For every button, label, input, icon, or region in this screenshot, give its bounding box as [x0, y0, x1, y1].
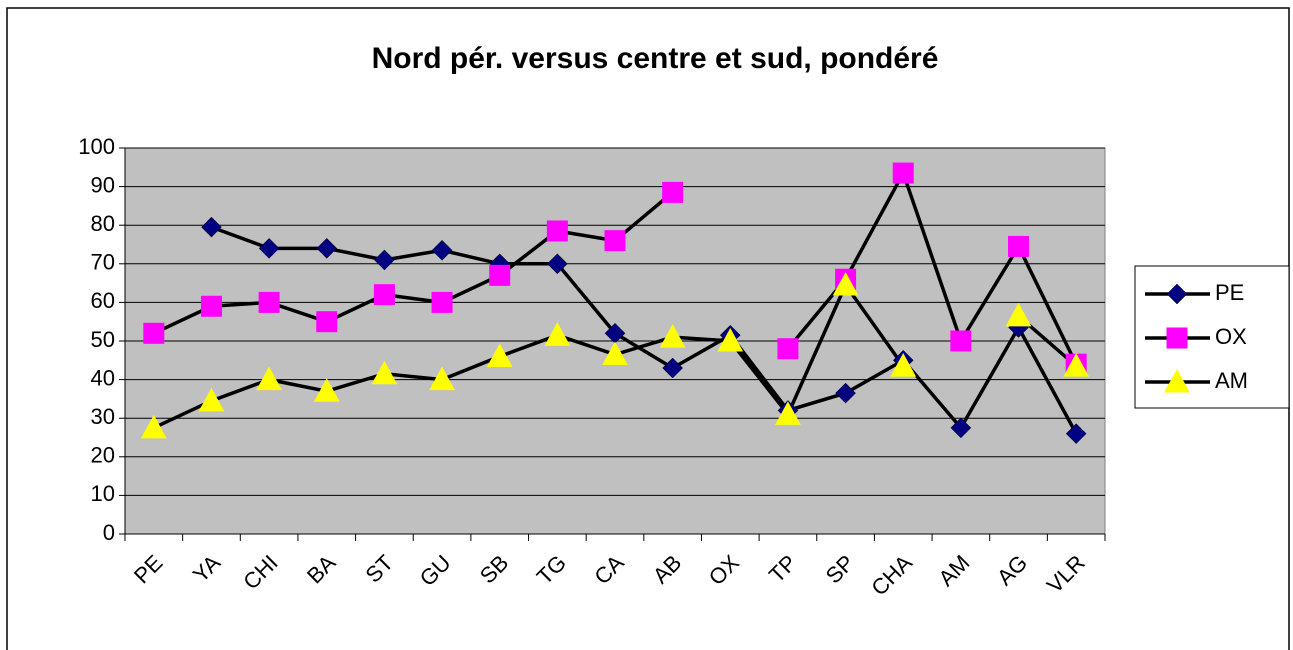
data-point — [717, 327, 744, 352]
data-point — [544, 322, 571, 346]
y-tick-label: 30 — [91, 404, 115, 429]
data-point — [892, 162, 914, 184]
y-tick-label: 70 — [91, 250, 115, 275]
data-point — [950, 417, 972, 439]
data-point — [201, 216, 222, 238]
y-tick-label: 100 — [78, 134, 115, 159]
data-point — [431, 239, 453, 261]
data-point — [200, 295, 222, 317]
y-tick-label: 0 — [103, 520, 115, 545]
data-point — [950, 330, 972, 352]
chart-title: Nord pér. versus centre et sud, pondéré — [372, 42, 939, 75]
data-point — [602, 341, 628, 366]
data-point — [316, 238, 338, 259]
data-point — [775, 401, 801, 425]
y-tick-label: 10 — [91, 481, 115, 506]
data-point — [374, 249, 395, 271]
data-point — [890, 353, 917, 377]
data-point — [198, 387, 225, 412]
legend-marker — [1164, 368, 1190, 393]
data-point — [1063, 353, 1090, 377]
data-point — [140, 414, 167, 439]
data-point — [659, 324, 686, 348]
data-point — [373, 284, 395, 306]
legend-label: AM — [1215, 368, 1248, 393]
y-tick-label: 20 — [91, 443, 115, 468]
data-point — [258, 238, 280, 259]
data-point — [835, 382, 856, 404]
y-tick-label: 40 — [91, 365, 115, 390]
y-tick-label: 60 — [91, 288, 115, 313]
data-point — [546, 220, 568, 242]
legend-marker — [1166, 283, 1188, 305]
data-point — [1065, 423, 1087, 444]
legend-marker — [1166, 327, 1188, 349]
legend-label: PE — [1215, 280, 1244, 305]
y-tick-label: 50 — [91, 327, 115, 352]
data-point — [604, 230, 626, 252]
data-point — [371, 360, 398, 385]
data-point — [429, 366, 455, 391]
legend-label: OX — [1215, 324, 1247, 349]
data-point — [662, 181, 684, 203]
series-line — [210, 225, 1078, 435]
y-tick-label: 80 — [91, 211, 115, 236]
data-point — [1005, 302, 1032, 327]
data-point — [486, 343, 513, 367]
data-point — [832, 271, 859, 296]
data-point — [431, 291, 453, 313]
data-point — [256, 366, 282, 391]
y-tick-label: 90 — [91, 172, 115, 197]
data-point — [777, 338, 799, 360]
data-point — [316, 311, 338, 333]
data-point — [489, 264, 511, 286]
data-point — [258, 291, 280, 313]
data-point — [313, 378, 340, 402]
data-point — [1008, 235, 1030, 257]
data-point — [143, 322, 165, 344]
data-point — [662, 357, 684, 379]
data-point — [546, 253, 568, 275]
